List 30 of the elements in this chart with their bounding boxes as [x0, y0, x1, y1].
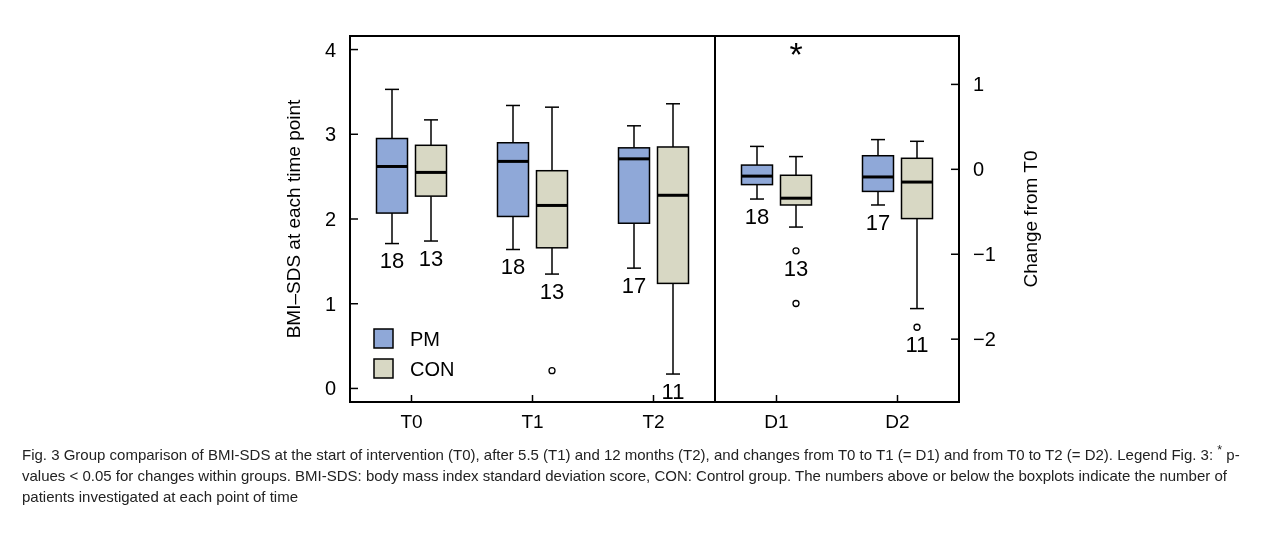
y2-axis-title: Change from T0	[1020, 150, 1041, 288]
annotation: 17	[621, 272, 647, 298]
annotation: *	[789, 35, 803, 73]
y-tick-label: 4	[324, 38, 336, 61]
y-tick-label: 1	[324, 292, 336, 315]
annotation: 18	[500, 254, 526, 280]
annotation: 13	[418, 245, 444, 271]
annotation: 17	[865, 209, 891, 235]
x-tick-label: D2	[885, 411, 910, 432]
x-tick-label: T2	[642, 411, 665, 432]
y-tick-label: 0	[324, 377, 336, 400]
annotation: 13	[783, 255, 809, 281]
y2-tick-label: 0	[973, 158, 985, 181]
x-tick-label: T1	[521, 411, 544, 432]
y2-tick-label: −1	[973, 243, 996, 266]
annotation: 11	[905, 331, 929, 357]
y-axis-title: BMI–SDS at each time point	[283, 98, 304, 339]
y-tick-label: 3	[324, 123, 336, 146]
x-tick-label: D1	[764, 411, 789, 432]
y2-tick-label: 1	[973, 73, 985, 96]
legend-label: PM	[410, 328, 440, 350]
y-tick-label: 2	[324, 208, 336, 230]
y2-tick-label: −2	[973, 328, 996, 351]
legend-label: CON	[410, 358, 455, 380]
caption: Fig. 3 Group comparison of BMI-SDS at the start of intervention (T0), after 5.5 (T1) and 12 months (T2), and changes from T0 to T1 (= D1) and from T0 to T2 (= D2). Legend Fig. 3: $^{*}$ p-values < 0.05 for changes within groups. BMI-SDS: body mass index standard deviation score, CON: Control group. The numbers above or below the boxplots indicate the number of patients investigated at each point of time	[21, 442, 1241, 507]
annotation: 18	[744, 203, 770, 229]
annotation: 18	[379, 248, 405, 274]
x-tick-label: T0	[400, 411, 423, 432]
annotation: 11	[661, 378, 685, 404]
annotation: 13	[539, 278, 565, 304]
